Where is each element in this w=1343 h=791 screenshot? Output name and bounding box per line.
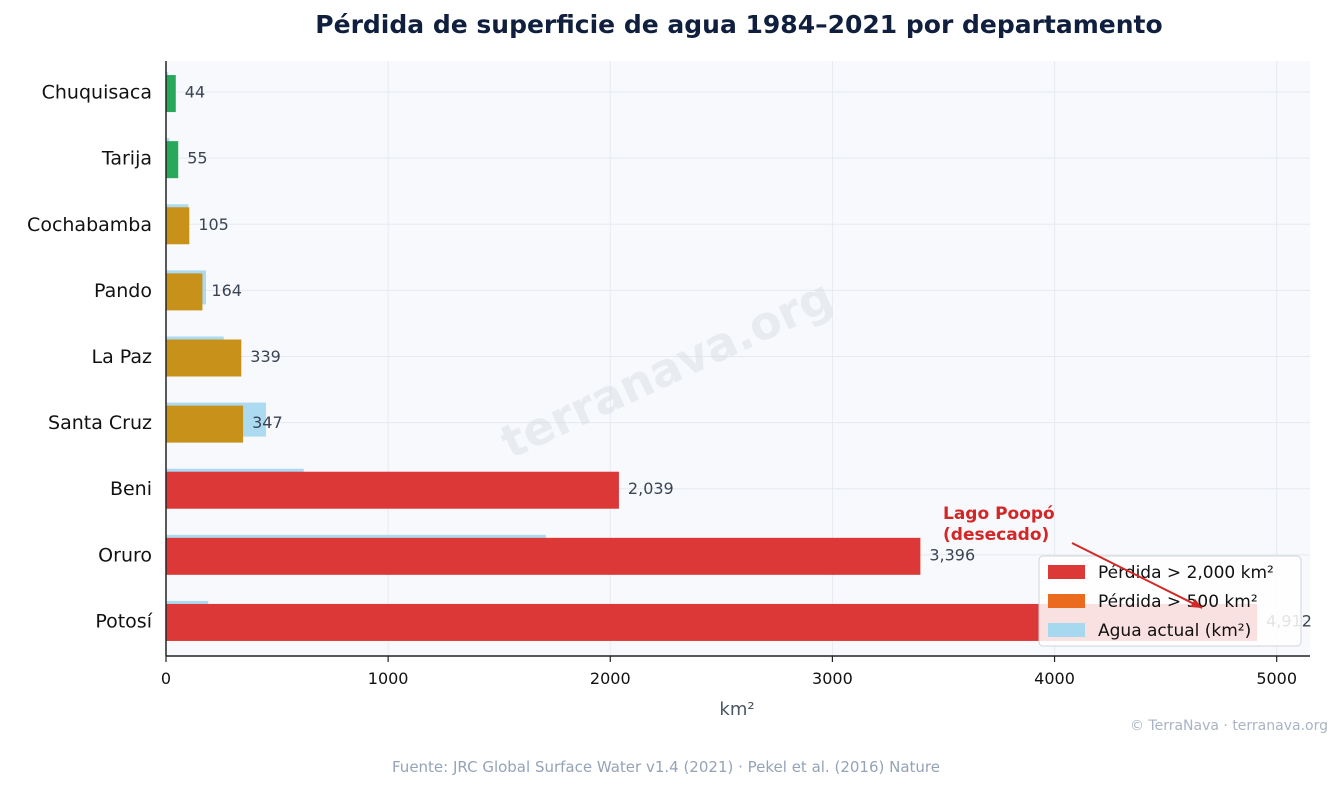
x-tick-label: 1000 <box>368 669 409 688</box>
category-label: Santa Cruz <box>48 412 152 434</box>
loss-bar <box>166 339 242 377</box>
value-label: 105 <box>198 215 229 234</box>
legend-label: Pérdida > 500 km² <box>1098 592 1258 612</box>
copyright-note: © TerraNava · terranava.org <box>1129 718 1328 734</box>
value-label: 164 <box>211 281 242 300</box>
category-label: Beni <box>110 478 152 500</box>
x-axis-title: km² <box>719 699 754 720</box>
legend-swatch <box>1048 565 1085 579</box>
legend-label: Agua actual (km²) <box>1098 621 1251 641</box>
chart-title: Pérdida de superficie de agua 1984–2021 … <box>315 10 1163 39</box>
loss-bar <box>166 75 176 113</box>
category-label: Pando <box>94 280 152 302</box>
value-label: 339 <box>250 347 281 366</box>
annotation-text: Lago Poopó <box>943 504 1055 524</box>
loss-bar <box>166 471 619 509</box>
loss-bar <box>166 273 203 311</box>
legend-label: Pérdida > 2,000 km² <box>1098 563 1274 583</box>
value-label: 44 <box>185 83 205 102</box>
value-label: 3,396 <box>929 545 975 564</box>
value-label: 347 <box>252 413 283 432</box>
value-label: 2,039 <box>628 479 674 498</box>
annotation-text: (desecado) <box>943 525 1049 545</box>
category-label: La Paz <box>92 346 153 368</box>
legend-box <box>1038 555 1302 647</box>
x-tick-label: 5000 <box>1256 669 1297 688</box>
category-label: Cochabamba <box>27 214 152 236</box>
annotation-arrow <box>1071 542 1203 609</box>
x-tick-label: 3000 <box>812 669 853 688</box>
annotation-arrowhead <box>1190 598 1203 608</box>
source-note: Fuente: JRC Global Surface Water v1.4 (2… <box>392 758 940 776</box>
value-label: 55 <box>187 149 207 168</box>
category-label: Tarija <box>101 148 152 170</box>
category-label: Potosí <box>95 610 152 632</box>
category-label: Chuquisaca <box>42 82 152 104</box>
loss-bar <box>166 537 921 575</box>
x-tick-label: 0 <box>161 669 171 688</box>
x-tick-label: 4000 <box>1034 669 1075 688</box>
legend-swatch <box>1048 623 1085 637</box>
loss-bar <box>166 207 190 245</box>
x-tick-label: 2000 <box>590 669 631 688</box>
category-label: Oruro <box>98 544 152 566</box>
loss-bar <box>166 405 244 443</box>
loss-bar <box>166 141 179 179</box>
legend-swatch <box>1048 594 1085 608</box>
